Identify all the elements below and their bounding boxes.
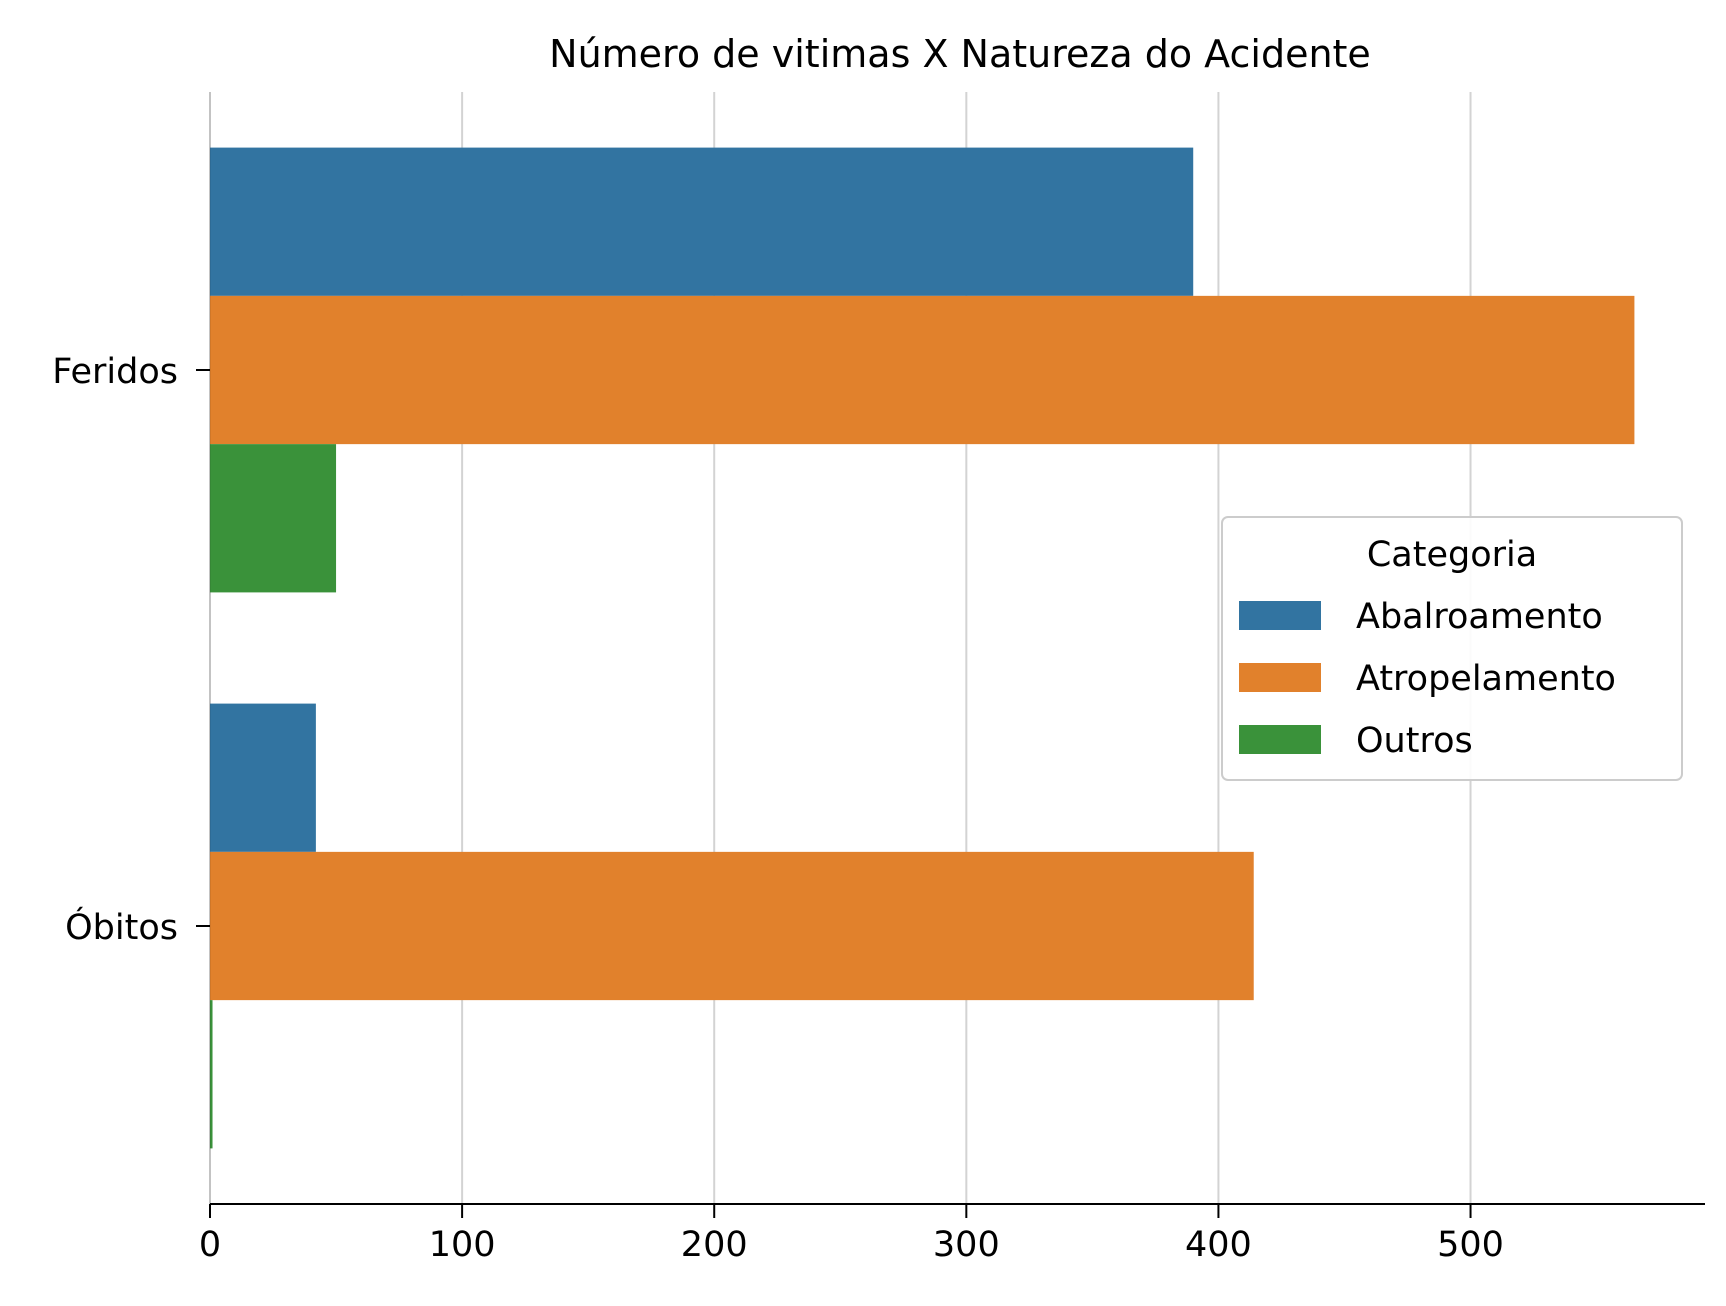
x-tick-label: 0 xyxy=(199,1225,221,1265)
bar-atropelamento-0 xyxy=(210,295,1635,445)
bar-abalroamento-1 xyxy=(210,703,316,852)
x-tick-label: 300 xyxy=(933,1225,1000,1265)
legend-frame xyxy=(1221,516,1683,781)
bar-outros-1 xyxy=(210,1000,213,1149)
bar-abalroamento-0 xyxy=(210,147,1194,296)
bar-outros-0 xyxy=(210,444,337,593)
y-tick-label: Óbitos xyxy=(65,906,178,948)
legend-title: Categoria xyxy=(1367,535,1537,575)
x-tick-label: 200 xyxy=(681,1225,748,1265)
legend: Categoria Abalroamento Atropelamento Outros xyxy=(1221,516,1683,781)
y-tick-label: Feridos xyxy=(52,352,178,392)
axes: Feridos Óbitos 0 100 200 300 400 500 xyxy=(52,92,1705,1265)
legend-label-atropelamento: Atropelamento xyxy=(1356,659,1616,699)
bars xyxy=(210,147,1635,1149)
legend-label-abalroamento: Abalroamento xyxy=(1356,597,1603,637)
x-tick-label: 100 xyxy=(429,1225,496,1265)
legend-swatch-atropelamento xyxy=(1239,663,1321,692)
legend-label-outros: Outros xyxy=(1356,721,1473,761)
chart-title: Número de vitimas X Natureza do Acidente xyxy=(549,32,1371,76)
x-tick-label: 500 xyxy=(1437,1225,1504,1265)
bar-atropelamento-1 xyxy=(210,851,1254,1001)
x-tick-label: 400 xyxy=(1185,1225,1252,1265)
legend-swatch-outros xyxy=(1239,725,1321,754)
legend-swatch-abalroamento xyxy=(1239,601,1321,630)
